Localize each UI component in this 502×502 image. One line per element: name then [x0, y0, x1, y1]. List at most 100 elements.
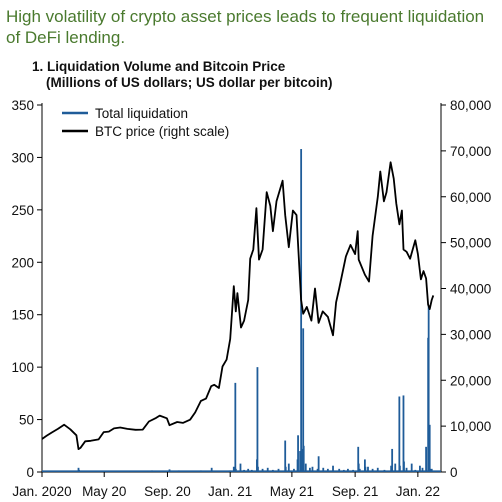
liquidation-bar: [247, 468, 250, 472]
liquidation-bar: [405, 467, 408, 472]
liquidation-bar: [107, 470, 110, 472]
y-left-tick-label: 200: [11, 255, 34, 270]
y-left-tick-label: 300: [11, 150, 34, 165]
y-right-tick-label: 40,000: [450, 282, 491, 297]
legend: Total liquidation BTC price (right scale…: [62, 106, 229, 139]
liquidation-bar: [243, 469, 245, 472]
liquidation-bar: [394, 463, 397, 472]
liquidation-bar: [61, 470, 64, 472]
liquidation-bar: [129, 471, 131, 472]
y-right-tick-label: 50,000: [450, 236, 491, 251]
y-right-tick-label: 0: [450, 465, 458, 480]
y-left-tick-label: 0: [26, 465, 34, 480]
liquidation-bar: [223, 470, 225, 472]
chart-title-line1: 1. Liquidation Volume and Bitcoin Price: [32, 59, 286, 74]
y-right-tick-label: 60,000: [450, 190, 491, 205]
liquidation-bar: [162, 470, 165, 472]
liquidation-bar: [308, 467, 311, 472]
liquidation-bar: [234, 382, 237, 472]
liquidation-bar: [210, 467, 213, 472]
liquidation-bar: [430, 468, 433, 472]
liquidation-bar: [317, 456, 320, 472]
liquidation-bar: [191, 470, 194, 472]
liquidation-bar: [277, 468, 280, 472]
liquidation-bar: [391, 448, 394, 472]
liquidation-bar: [95, 471, 97, 472]
liquidation-bar: [419, 465, 421, 472]
liquidation-bar: [316, 468, 319, 472]
x-tick-label: Jan. 2020: [12, 484, 71, 499]
y-left-tick-label: 150: [11, 308, 34, 323]
liquidation-bar: [302, 445, 305, 472]
liquidation-bar: [414, 469, 417, 472]
headline: High volatility of crypto asset prices l…: [6, 7, 485, 47]
liquidation-bar: [332, 465, 334, 472]
y-right-tick-label: 20,000: [450, 373, 491, 388]
liquidation-bar: [297, 435, 299, 472]
liquidation-bar: [390, 465, 393, 472]
y-right-tick-label: 80,000: [450, 98, 491, 113]
liquidation-bar: [261, 468, 264, 472]
liquidation-bar: [371, 468, 374, 472]
btc-price-line: [41, 161, 435, 450]
y-left-tick-label: 100: [11, 360, 34, 375]
legend-label-btc: BTC price (right scale): [95, 124, 229, 139]
y-left-tick-label: 250: [11, 203, 34, 218]
y-right-tick-label: 10,000: [450, 419, 491, 434]
y-left-tick-label: 350: [11, 98, 34, 113]
legend-label-liquidation: Total liquidation: [95, 106, 188, 121]
liquidation-bar: [398, 465, 401, 472]
liquidation-bar: [302, 328, 305, 472]
liquidation-bar: [352, 469, 354, 472]
liquidation-bar: [300, 149, 303, 473]
chart-title-line2: (Millions of US dollars; US dollar per b…: [46, 75, 333, 90]
liquidation-bar: [429, 468, 432, 472]
liquidation-bar: [402, 395, 405, 472]
liquidation-bar: [48, 471, 51, 472]
liquidation-bar: [147, 470, 149, 472]
liquidation-bar: [256, 367, 259, 472]
liquidation-bar: [398, 396, 401, 472]
liquidation-bar: [250, 469, 253, 472]
y-right-tick-label: 30,000: [450, 327, 491, 342]
liquidation-bar: [234, 468, 237, 472]
liquidation-bar: [403, 461, 405, 472]
liquidation-bar: [421, 467, 424, 472]
liquidation-bar: [326, 468, 329, 472]
liquidation-bar: [357, 446, 360, 472]
liquidation-bar: [266, 467, 269, 472]
liquidation-bar: [284, 440, 287, 472]
x-tick-label: Jan. 21: [208, 484, 252, 499]
x-tick-label: May 21: [270, 484, 314, 499]
liquidation-bar: [232, 466, 235, 472]
y-right-tick-label: 70,000: [450, 144, 491, 159]
liquidation-bar: [425, 446, 427, 472]
y-left-tick-label: 50: [19, 413, 34, 428]
liquidation-bar: [357, 463, 360, 472]
liquidation-bar: [358, 468, 361, 472]
liquidation-bar: [78, 469, 80, 472]
liquidation-bar: [376, 467, 379, 472]
axes: 0 50 100 150 200 250 300 350 0 10,000 20,000 30,000…: [11, 98, 491, 499]
liquidation-bar: [239, 463, 242, 472]
liquidation-bar: [322, 467, 325, 472]
liquidation-bar: [311, 466, 314, 472]
liquidation-bar: [304, 463, 307, 472]
liquidation-bar: [199, 470, 202, 472]
liquidation-bar: [205, 471, 207, 472]
liquidation-bars: [42, 149, 441, 473]
btc-price-line-layer: [41, 161, 435, 450]
liquidation-bar: [427, 306, 430, 472]
x-tick-label: Jan. 22: [396, 484, 440, 499]
liquidation-bar: [287, 463, 290, 472]
liquidation-bar: [364, 466, 367, 472]
liquidation-bar: [383, 469, 386, 472]
liquidation-bar: [228, 470, 231, 472]
liquidation-bar: [364, 459, 366, 472]
liquidation-bar: [257, 466, 259, 472]
chart-title: 1. Liquidation Volume and Bitcoin Price …: [32, 59, 452, 91]
liquidation-bar: [271, 469, 274, 472]
liquidation-bar: [367, 466, 369, 472]
liquidation-bar: [342, 469, 345, 472]
